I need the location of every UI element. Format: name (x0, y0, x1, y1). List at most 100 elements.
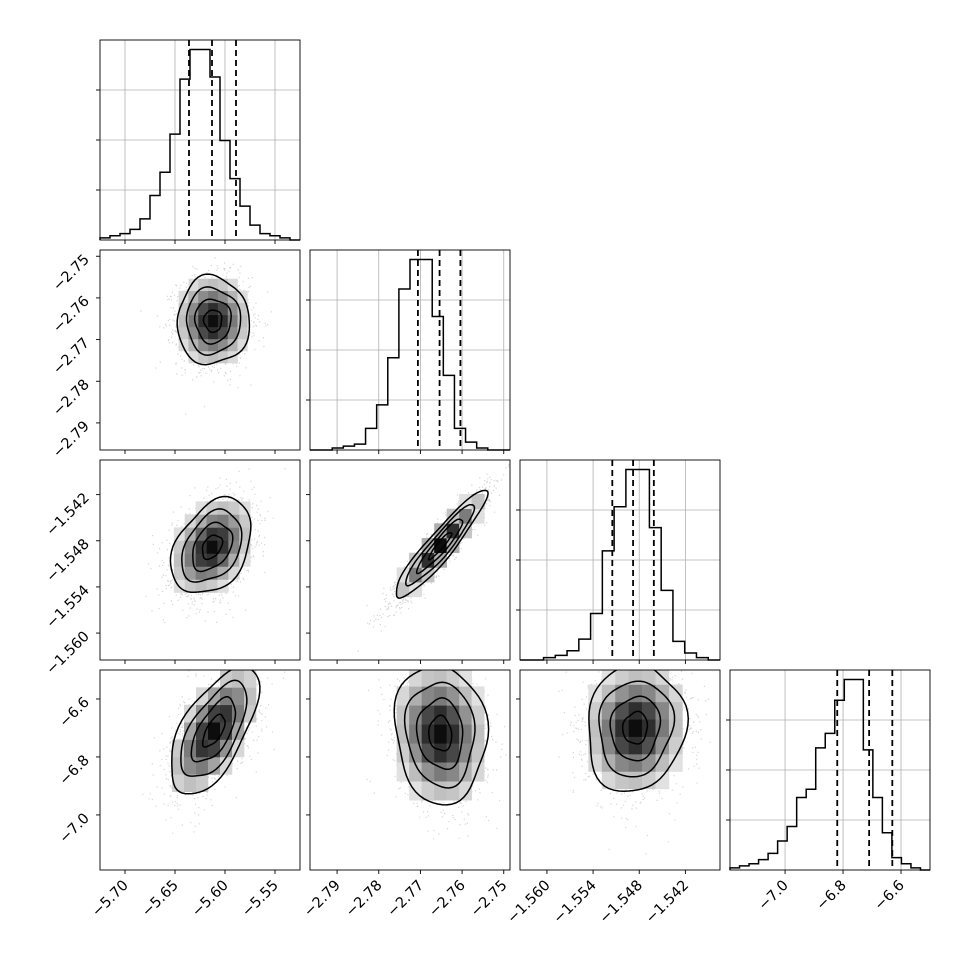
x-tick-label: −1.554 (551, 878, 600, 927)
contour-line (598, 680, 676, 778)
density-cell (588, 754, 603, 772)
x-tick-label: −2.76 (426, 878, 469, 921)
density-cell (642, 754, 656, 772)
density-cell (421, 781, 435, 801)
density-cell (217, 566, 229, 580)
density-cell (421, 686, 435, 706)
y-tick-label: −2.75 (50, 252, 93, 295)
density-cell (655, 719, 670, 737)
density-cell (409, 724, 422, 744)
density-cell (198, 290, 209, 304)
density-cell (446, 762, 460, 782)
scatter-panel-2-0 (96, 459, 301, 664)
density-cell (195, 540, 207, 554)
panel-content (145, 468, 286, 624)
density-cell (471, 493, 485, 509)
contour-line (193, 298, 232, 345)
y-tick-label: −7.0 (57, 810, 93, 846)
density-cell (195, 527, 207, 541)
x-tick-label: −7.0 (756, 878, 792, 914)
density-cell (208, 302, 219, 316)
density-cell (228, 566, 240, 580)
contour-line (395, 489, 489, 599)
panel-frame (519, 459, 721, 661)
y-tick-label: −1.542 (44, 490, 93, 539)
contour-line (171, 670, 261, 795)
density-cell (217, 302, 229, 316)
density-cell (208, 290, 219, 304)
density-cell (237, 302, 248, 316)
density-cell (227, 290, 238, 304)
density-cell (184, 756, 197, 775)
y-tick-label: −1.554 (44, 582, 93, 631)
y-tick-label: −2.78 (50, 377, 93, 420)
density-cell (173, 566, 186, 580)
density-cell (208, 350, 219, 364)
contour-line (428, 714, 453, 752)
density-cell (588, 736, 603, 755)
density-cell (239, 540, 251, 554)
panel-frame (309, 249, 511, 451)
scatter-panel-3-0 (96, 669, 301, 874)
contour-line (415, 518, 464, 575)
density-cell (178, 326, 189, 340)
density-cell (237, 314, 248, 328)
density-cell (409, 705, 422, 725)
density-cell (217, 314, 229, 328)
density-cell (668, 684, 683, 703)
density-cell (239, 514, 251, 528)
density-cell (184, 566, 196, 580)
density-cell (459, 508, 472, 524)
density-cell (198, 278, 209, 292)
panel-content (142, 670, 286, 834)
density-cell (188, 302, 199, 316)
density-cell (188, 278, 199, 292)
contour-line (202, 309, 223, 333)
panel-frame (99, 39, 301, 241)
density-cell (217, 501, 229, 515)
y-tick-label: −2.77 (50, 335, 93, 378)
density-cell (396, 743, 410, 763)
density-cell (196, 774, 209, 793)
density-cell (227, 278, 238, 292)
density-cell (208, 338, 219, 352)
density-cell (173, 540, 186, 554)
density-cell (396, 686, 410, 706)
density-cell (628, 771, 643, 790)
contour-line (609, 695, 662, 762)
density-cell (195, 579, 207, 593)
density-cell (198, 350, 209, 364)
density-cell (188, 326, 199, 340)
density-cell (615, 754, 629, 772)
density-cell (615, 736, 629, 755)
density-cell (239, 527, 251, 541)
contour-line (192, 521, 234, 573)
contour-line (180, 679, 248, 777)
histogram-step-line (99, 48, 300, 241)
density-cell (206, 540, 218, 554)
scatter-panel-3-2 (516, 669, 721, 874)
density-cell (188, 350, 199, 364)
density-cell (228, 514, 240, 528)
density-cell (217, 527, 229, 541)
density-cell (471, 743, 485, 763)
x-tick-label: −1.542 (643, 878, 692, 927)
density-cell (206, 501, 218, 515)
density-cell (198, 326, 209, 340)
density-cell (227, 338, 238, 352)
density-cell (208, 326, 219, 340)
panel-content (558, 670, 711, 855)
density-cell (642, 670, 656, 685)
x-tick-label: −6.6 (872, 878, 908, 914)
density-cell (421, 724, 435, 744)
histogram-panel-3 (726, 669, 931, 874)
density-cell (206, 579, 218, 593)
density-cell (184, 722, 197, 740)
scatter-panel-2-1 (306, 459, 511, 664)
density-cell (217, 350, 229, 364)
density-cell (228, 553, 240, 567)
density-cell (217, 540, 229, 554)
density-cell (409, 762, 422, 782)
contour-line (621, 710, 649, 745)
density-cell (601, 771, 616, 790)
